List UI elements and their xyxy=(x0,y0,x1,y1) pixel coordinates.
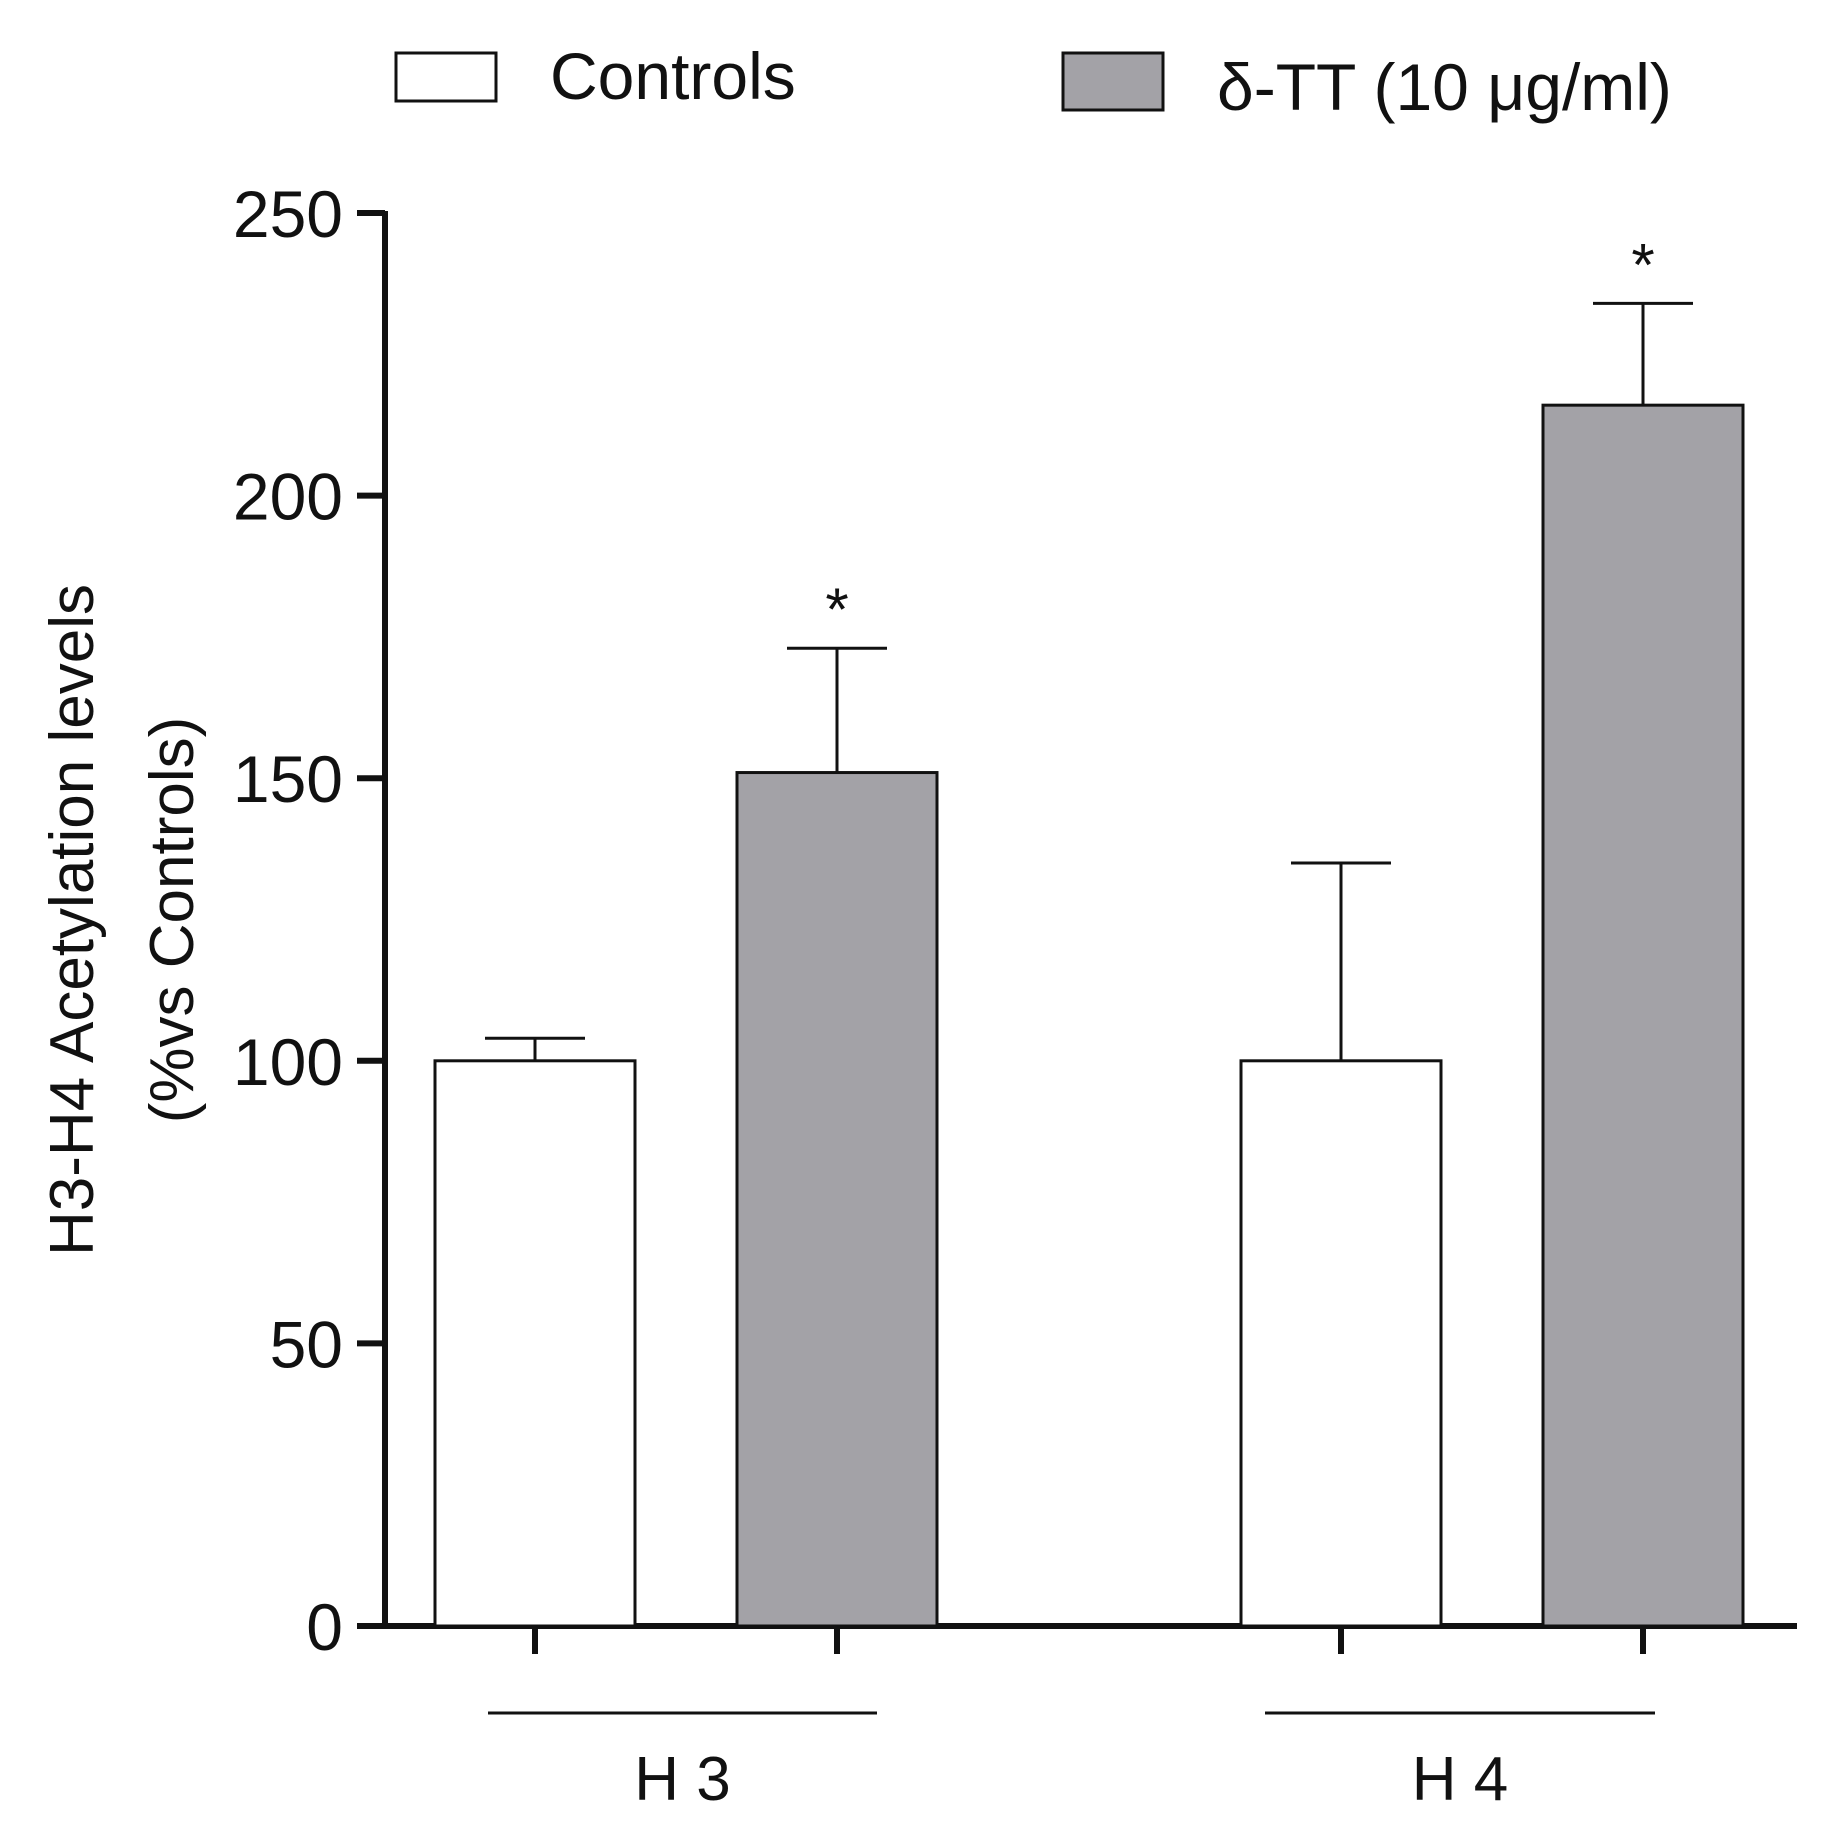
y-tick-label: 200 xyxy=(233,460,343,534)
plot-area: 0 50 100 150 200 250 * * H 3 H 4 xyxy=(233,177,1797,1814)
significance-marker: * xyxy=(1631,231,1654,298)
legend: Controls δ-TT (10 μg/ml) xyxy=(394,39,1672,124)
y-tick-label: 50 xyxy=(270,1307,343,1381)
y-axis-label-line2: (%vs Controls) xyxy=(138,717,207,1124)
bar-controls-h4 xyxy=(1239,1059,1443,1628)
legend-swatch-delta-tt xyxy=(1061,51,1165,112)
y-tick-label: 250 xyxy=(233,177,343,251)
legend-label-delta-tt: δ-TT (10 μg/ml) xyxy=(1217,50,1672,124)
significance-marker: * xyxy=(825,576,848,643)
bar-delta-tt-h4 xyxy=(1541,403,1745,1628)
y-axis-title: H3-H4 Acetylation levels (%vs Controls) xyxy=(38,584,207,1256)
legend-label-controls: Controls xyxy=(550,39,796,113)
y-tick-label: 100 xyxy=(233,1025,343,1099)
bar-controls-h3 xyxy=(433,1059,637,1628)
y-axis-label-line1: H3-H4 Acetylation levels xyxy=(38,584,107,1256)
y-tick-label: 150 xyxy=(233,742,343,816)
legend-swatch-controls xyxy=(394,51,498,103)
y-tick-label: 0 xyxy=(306,1590,343,1664)
bar-delta-tt-h3 xyxy=(735,771,939,1628)
group-label: H 3 xyxy=(634,1745,730,1814)
group-label: H 4 xyxy=(1412,1745,1508,1814)
